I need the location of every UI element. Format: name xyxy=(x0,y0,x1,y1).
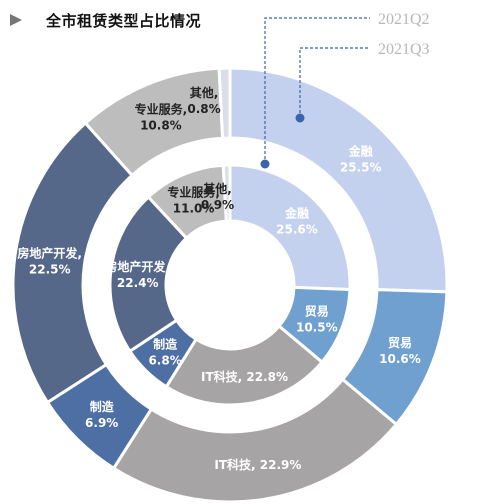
label-it-tech-q2: IT科技, 22.8% xyxy=(201,369,288,384)
chart-header: 全市租赁类型占比情况 xyxy=(10,6,201,34)
slice-other-q2 xyxy=(221,163,232,223)
label-real-estate-q2: 房地产开发, 22.4% xyxy=(105,259,170,290)
legend-marker-q2 xyxy=(260,159,270,169)
legend-marker-q3 xyxy=(295,113,305,123)
play-arrow-icon xyxy=(10,14,22,26)
slice-real-estate-q2 xyxy=(108,194,189,354)
slice-labels: 金融 25.5% 贸易 10.6% IT科技, 22.9% 制造 6.9% 房地产开发, 22.… xyxy=(17,85,420,472)
inner-ring-2021q2 xyxy=(108,163,352,407)
label-trade-q3: 贸易 10.6% xyxy=(379,335,421,366)
legend-label-q3: 2021Q3 xyxy=(378,41,430,58)
label-trade-q2: 贸易 10.5% xyxy=(296,303,338,334)
label-other-q2: 其他, 0.9% xyxy=(201,181,234,212)
label-professional-services-q2: 专业服务, 11.0% xyxy=(167,184,220,215)
slice-it-tech-q2 xyxy=(164,323,325,407)
legend-leader-q3 xyxy=(299,47,370,118)
label-manufacturing-q3: 制造 6.9% xyxy=(85,399,118,430)
legend: 2021Q2 2021Q3 xyxy=(260,11,430,169)
label-professional-services-q3: 专业服务, 10.8% xyxy=(135,102,188,133)
label-other-q3: 其他, 0.8% xyxy=(187,85,220,116)
label-it-tech-q3: IT科技, 22.9% xyxy=(214,457,301,472)
label-manufacturing-q2: 制造 6.8% xyxy=(148,337,181,368)
chart-title: 全市租赁类型占比情况 xyxy=(46,12,202,30)
slice-other-q3 xyxy=(217,66,232,140)
label-real-estate-q3: 房地产开发, 22.5% xyxy=(17,246,82,277)
label-finance-q2: 金融 25.6% xyxy=(276,206,318,237)
slice-finance-q2 xyxy=(228,163,352,292)
slice-finance-q3 xyxy=(228,66,449,294)
label-finance-q3: 金融 25.5% xyxy=(340,143,382,174)
slice-it-tech-q3 xyxy=(111,377,399,504)
outer-ring-2021q3 xyxy=(11,66,449,504)
legend-label-q2: 2021Q2 xyxy=(378,11,430,28)
legend-leader-q2 xyxy=(264,17,370,164)
